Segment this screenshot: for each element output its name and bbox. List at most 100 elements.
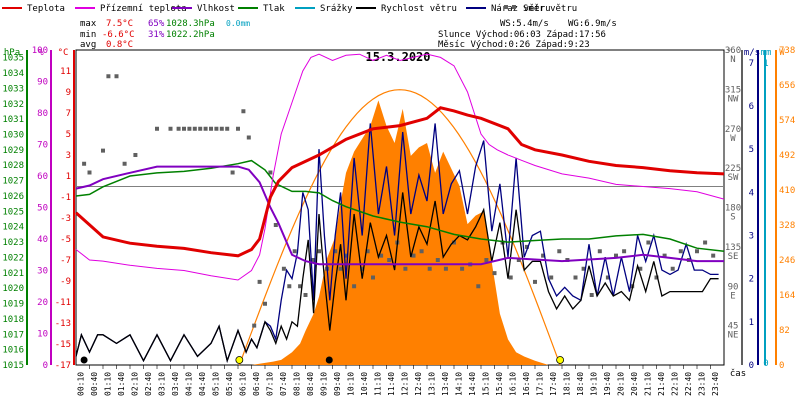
x-tick-label-time: 14:10 [455,372,464,396]
wind-direction-point [654,275,659,280]
y-tick-label-wind: 5 [749,145,754,155]
x-tick-label-time: 22:40 [684,372,693,396]
y-tick-label-temperature: 11 [60,67,71,77]
wind-direction-point [662,253,667,258]
wind-speed-line [75,192,719,363]
stat-max-label: max [80,19,97,29]
stat-max-humidity: 65% [148,19,165,29]
x-tick-label-time: 15:10 [482,372,491,396]
y-tick-label-pressure: 1022 [2,253,24,263]
legend-label-wind-speed: Rychlost větru [381,4,457,14]
wind-direction-point [230,170,235,175]
unit-percent: % [38,48,44,58]
y-tick-label-direction: S [730,213,735,223]
y-tick-label-wind: 6 [749,102,754,112]
wind-direction-point [252,323,257,328]
y-tick-label-rain: 0 [763,359,768,369]
axis-ticks: 1035103410331032103110301029102810271026… [2,46,795,396]
wind-direction-point [168,126,173,131]
y-tick-label-pressure: 1033 [2,84,24,94]
y-tick-label-temperature: 7 [66,109,71,119]
y-tick-label-pressure: 1019 [2,300,24,310]
y-tick-label-solar: 246 [779,256,795,266]
y-tick-label-pressure: 1029 [2,146,24,156]
y-tick-label-wind: 0 [749,361,754,371]
wind-direction-point [246,135,251,140]
axis-bar-rain [764,50,766,365]
wind-direction-point [106,74,111,79]
wind-direction-point [460,266,465,271]
y-tick-label-pressure: 1030 [2,131,24,141]
x-tick-label-time: 13:10 [428,372,437,396]
y-tick-label-temperature: 5 [66,130,71,140]
sunset-marker [556,356,565,364]
wind-direction-point [292,249,297,254]
wind-direction-point [419,249,424,254]
solar-area [251,100,549,366]
wind-direction-point [387,258,392,262]
x-tick-label-time: 21:40 [657,372,666,396]
y-tick-label-pressure: 1035 [2,54,24,64]
y-tick-label-direction: 45 [728,322,739,332]
pressure-line [75,159,725,253]
x-tick-label-time: 04:10 [185,372,194,396]
x-tick-label-time: 00:40 [90,372,99,396]
y-tick-label-temperature: -5 [60,235,71,245]
y-tick-label-pressure: 1018 [2,315,24,325]
x-tick-label-time: 06:10 [239,372,248,396]
y-tick-label-humidity: 0 [43,361,48,371]
stat-avg-label: avg [80,40,96,50]
axis-bar-wind [757,50,759,365]
wind-direction-point [298,284,303,289]
y-tick-label-direction: E [730,291,735,301]
y-tick-label-rain: 1 [763,59,768,69]
wind-direction-point [198,126,203,131]
y-tick-label-temperature: 3 [66,151,71,161]
wind-direction-point [581,266,586,271]
x-tick-label-time: 16:40 [522,372,531,396]
y-tick-label-solar: 410 [779,186,795,196]
y-tick-label-humidity: 90 [37,78,48,88]
wind-direction-point [192,126,197,131]
legend-item-wind-direction: Směr větru [504,4,577,14]
wind-direction-point [371,275,375,280]
y-tick-label-solar: 164 [779,291,795,301]
y-tick-label-pressure: 1032 [2,100,24,110]
wind-direction-point [287,284,292,289]
x-tick-label-time: 16:10 [509,372,518,396]
moonset-marker [325,356,333,364]
wind-direction-point [484,258,489,262]
x-tick-label-time: 03:40 [171,372,180,396]
wind-direction-point [379,253,384,258]
wind-direction-point [549,275,554,280]
legend-label-wind-gust: Náraz větru [491,4,551,14]
y-tick-label-temperature: 9 [66,88,71,98]
wind-direction-point [338,266,343,271]
axis-bar-humidity [50,50,52,365]
data-marks [75,53,725,366]
wind-direction-point [427,266,432,271]
wind-direction-point [82,161,87,166]
legend-label-ground-temperature: Přízemní teplota [100,4,187,14]
y-tick-label-temperature: -11 [55,298,71,308]
wind-direction-point [268,170,273,175]
y-tick-label-solar: 492 [779,151,795,161]
y-tick-label-solar: 656 [779,81,795,91]
x-tick-label-time: 11:40 [387,372,396,396]
y-tick-label-pressure: 1021 [2,269,24,279]
wind-direction-point [678,249,683,254]
wind-direction-point [241,109,246,114]
wind-direction-point [263,301,267,306]
wind-direction-point [87,170,92,175]
wind-direction-point [524,244,529,249]
ground-temperature-line [75,53,725,281]
chart-title: 15.3.2020 [365,50,430,64]
y-tick-label-direction: 180 [725,204,741,214]
wind-direction-point [333,249,338,254]
x-tick-label-time: 03:10 [158,372,167,396]
x-tick-label-time: 06:40 [252,372,261,396]
x-tick-label-time: 02:10 [131,372,140,396]
y-tick-label-wind: 4 [749,188,754,198]
y-tick-label-wind: 1 [749,318,754,328]
